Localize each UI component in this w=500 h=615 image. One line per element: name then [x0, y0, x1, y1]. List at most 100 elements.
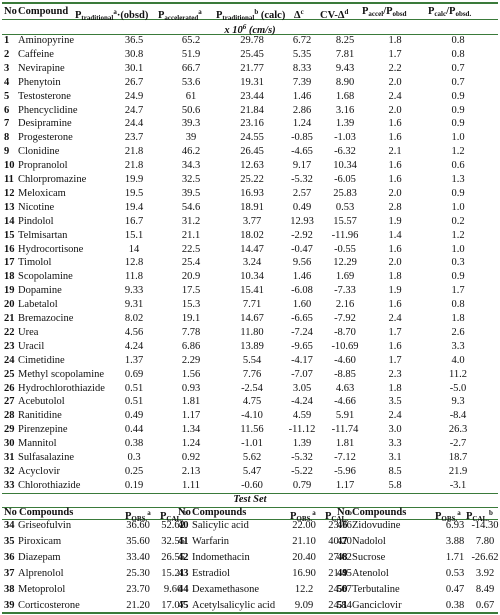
rule [2, 19, 498, 20]
value: 25.4 [181, 257, 201, 269]
compound: Phencyclidine [18, 104, 78, 116]
column-header: No [337, 506, 350, 520]
compound: Labetalol [18, 299, 58, 311]
value: 46.2 [181, 146, 201, 158]
value: 12.29 [333, 257, 357, 269]
row-number: 45 [178, 600, 189, 611]
value: 2.13 [181, 465, 201, 477]
value: 1.7 [388, 48, 402, 60]
value: 1.6 [388, 174, 402, 185]
value: 9.3 [451, 396, 465, 408]
value: 15.21 [161, 568, 185, 579]
row-number: 38 [4, 584, 15, 595]
value: -7.24 [291, 326, 313, 338]
value: 4.75 [242, 396, 262, 408]
value: 8.02 [124, 313, 144, 324]
row-number: 39 [4, 600, 15, 611]
value: 51.9 [181, 48, 201, 60]
row-number: 42 [178, 552, 189, 563]
row-number: 12 [4, 187, 15, 199]
value: 2.29 [181, 354, 201, 366]
value: 0.47 [445, 584, 465, 595]
value: 3.92 [475, 568, 495, 579]
row-number: 41 [178, 536, 189, 547]
value: 30.8 [124, 48, 144, 60]
text-part: No [4, 6, 17, 17]
value: 21.9 [448, 465, 468, 477]
text-part: accelerated [164, 14, 199, 22]
value: 12.93 [290, 215, 314, 227]
value: 2.16 [335, 299, 355, 311]
compound: Sucrose [352, 552, 386, 563]
compound: Pindolol [18, 215, 54, 227]
column-header: Compounds [192, 506, 246, 520]
value: 15.1 [124, 229, 144, 241]
value: 18.02 [240, 229, 264, 241]
text-part: P [160, 511, 167, 522]
text-part: P [125, 511, 132, 522]
value: 21.84 [240, 104, 264, 116]
value: 1.24 [292, 118, 312, 130]
value: 26.55 [161, 552, 185, 563]
value: 1.7 [451, 285, 465, 297]
value: 2.0 [388, 76, 402, 88]
value: -6.32 [334, 146, 356, 158]
value: -7.12 [334, 452, 356, 463]
column-header: POBS.a [435, 506, 461, 523]
column-header: Paccel/Pobsd [362, 5, 407, 19]
text-part: CAL. [472, 515, 489, 523]
row-number: 28 [4, 410, 15, 422]
value: 2.6 [451, 326, 465, 338]
value: 0.9 [451, 187, 465, 199]
text-part: x 10 [224, 25, 243, 36]
value: 23.44 [240, 90, 264, 102]
value: 35.60 [126, 536, 150, 547]
value: -10.69 [331, 340, 359, 352]
value: 33.40 [126, 552, 150, 563]
compound: Salicylic acid [192, 520, 249, 531]
value: 1.0 [451, 201, 465, 213]
text-part: a [113, 8, 117, 16]
compound: Indomethacin [192, 552, 250, 563]
compound: Atenolol [352, 568, 389, 579]
compound: Zidovudine [352, 520, 401, 531]
value: 2.4 [388, 410, 402, 422]
compound: Clonidine [18, 146, 60, 158]
row-number: 20 [4, 299, 15, 311]
row-number: 5 [4, 90, 10, 102]
row-number: 23 [4, 340, 15, 352]
value: 2.0 [388, 104, 402, 116]
value: -6.65 [291, 313, 313, 324]
value: 2.0 [388, 257, 402, 269]
value: 0.69 [124, 368, 144, 380]
value: 50.6 [181, 104, 201, 116]
compound: Scopolamine [18, 271, 73, 283]
section-title: Test Set [233, 494, 267, 505]
value: 0.9 [451, 104, 465, 116]
value: 1.0 [451, 132, 465, 144]
text-part: CAL. [331, 515, 348, 523]
row-number: 40 [178, 520, 189, 531]
text-part: P [290, 511, 297, 522]
value: 7.80 [475, 536, 495, 547]
text-part: a [312, 509, 316, 517]
row-number: 3 [4, 62, 10, 74]
value: 1.46 [292, 271, 312, 283]
row-number: 2 [4, 48, 10, 60]
rule [2, 493, 498, 494]
value: 10.34 [333, 160, 357, 172]
value: 0.9 [451, 90, 465, 102]
row-number: 43 [178, 568, 189, 579]
row-number: 14 [4, 215, 15, 227]
text-part: traditional [81, 14, 114, 22]
column-header: PCAL.b [466, 506, 493, 523]
value: 0.38 [124, 438, 144, 450]
value: 19.31 [240, 76, 264, 88]
value: 6.93 [445, 520, 465, 531]
row-number: 47 [337, 536, 348, 547]
value: 1.0 [451, 243, 465, 255]
value: 9.56 [292, 257, 312, 269]
value: 1.17 [181, 410, 201, 422]
value: -11.74 [331, 424, 359, 436]
